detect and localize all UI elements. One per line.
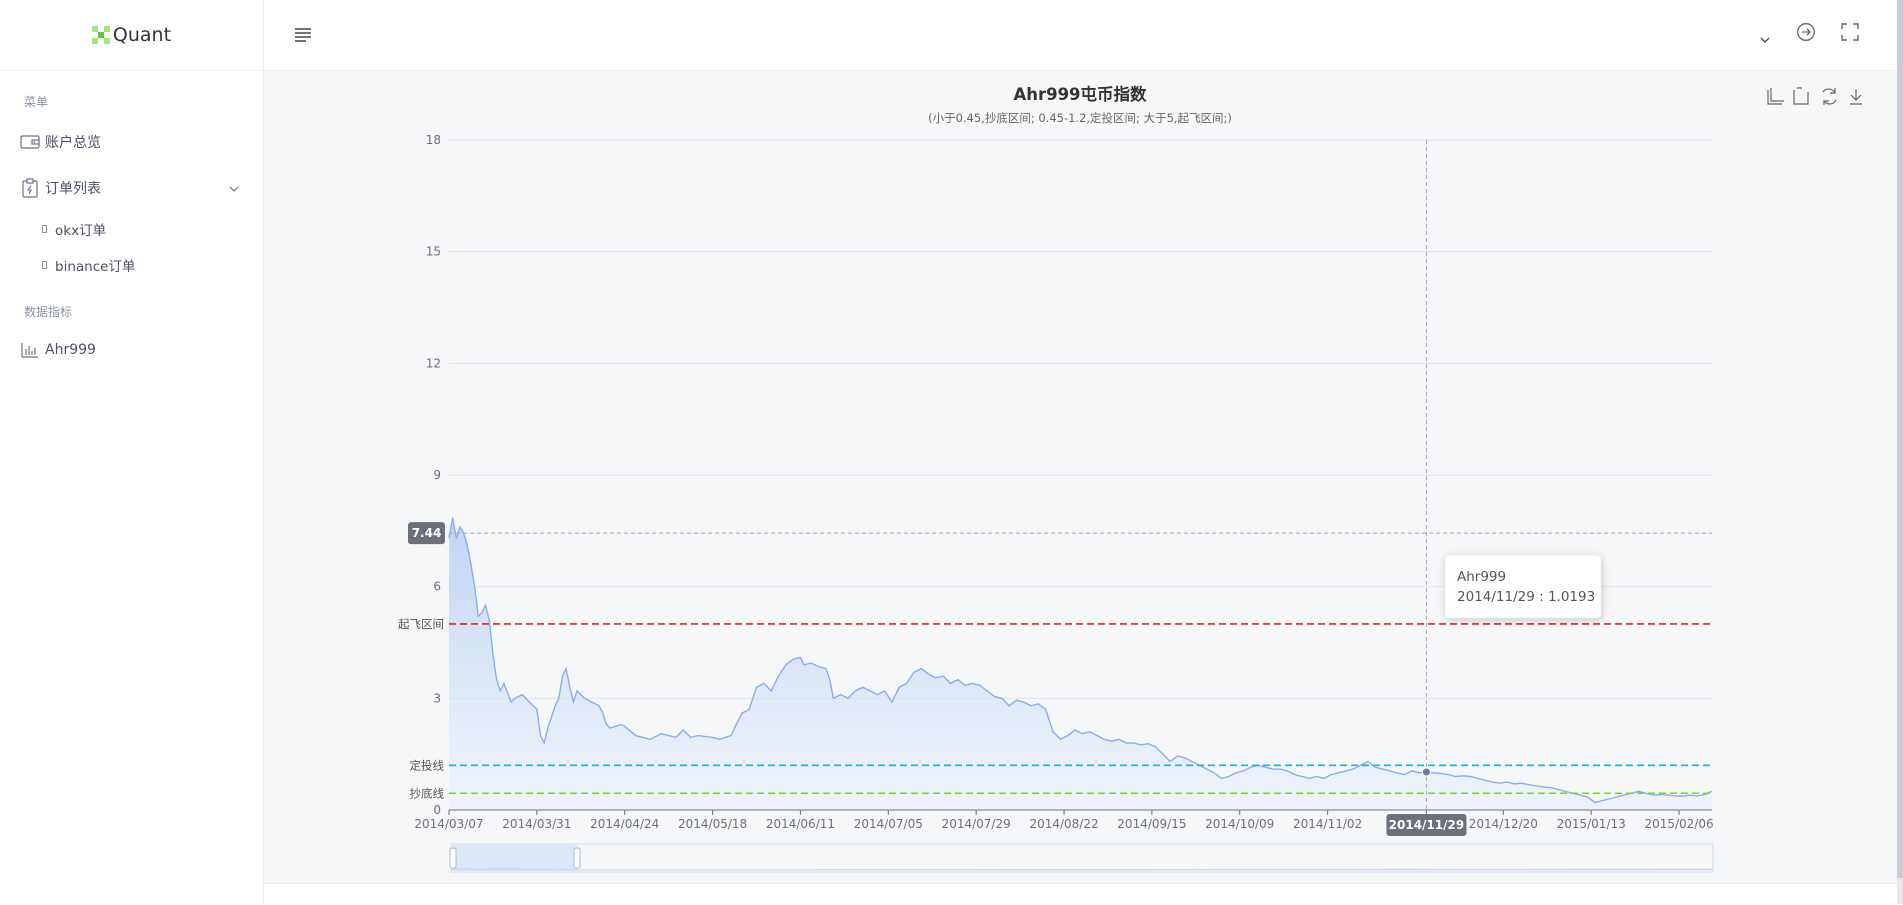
chevron-down-icon [229, 180, 239, 196]
sidebar-item-label: 账户总览 [45, 135, 101, 151]
sidebar-item-label: Ahr999 [45, 342, 96, 358]
sidebar: Quant 菜单 账户总览 订单列表 okx订单 binance订单 数据指标 … [0, 0, 264, 904]
footer [264, 883, 1903, 905]
data-section-label: 数据指标 [24, 305, 73, 319]
logout-icon[interactable] [1796, 22, 1816, 46]
scrollbar[interactable] [1897, 0, 1903, 904]
logo-icon [91, 26, 110, 44]
menu-toggle-icon[interactable] [294, 27, 312, 46]
wallet-icon [20, 132, 40, 152]
main-content [264, 71, 1903, 883]
sidebar-item-label: 订单列表 [45, 181, 101, 197]
bullet-icon [42, 225, 47, 233]
top-header [264, 0, 1903, 71]
logo[interactable]: Quant [0, 0, 263, 71]
clipboard-icon [20, 178, 40, 198]
bar-chart-icon [20, 340, 40, 360]
sidebar-subitem-okx[interactable]: okx订单 [0, 211, 263, 247]
menu-section-label: 菜单 [24, 95, 49, 109]
sidebar-subitem-binance[interactable]: binance订单 [0, 247, 263, 283]
logo-text: Quant [112, 24, 172, 46]
bullet-icon [42, 261, 47, 269]
sidebar-item-order-list[interactable]: 订单列表 [0, 165, 263, 211]
fullscreen-icon[interactable] [1841, 23, 1859, 45]
sidebar-item-account-overview[interactable]: 账户总览 [0, 119, 263, 165]
sidebar-subitem-label: okx订单 [55, 223, 107, 239]
sidebar-subitem-label: binance订单 [55, 259, 136, 275]
chevron-down-icon[interactable] [1760, 28, 1770, 47]
sidebar-item-ahr999[interactable]: Ahr999 [0, 327, 263, 373]
scrollbar-thumb[interactable] [1897, 0, 1903, 878]
